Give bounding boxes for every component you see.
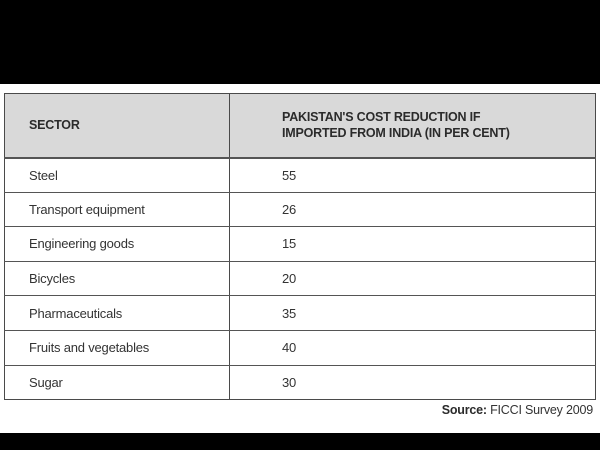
sector-cell: Engineering goods [4, 226, 230, 262]
header-cost-reduction: PAKISTAN'S COST REDUCTION IF IMPORTED FR… [229, 93, 596, 159]
sector-cell: Sugar [29, 374, 63, 390]
top-black-band [0, 0, 600, 84]
value-cell: 40 [229, 330, 596, 366]
header-cost-reduction-line2: IMPORTED FROM INDIA (IN PER CENT) [282, 126, 510, 141]
source-text: FICCI Survey 2009 [486, 403, 593, 417]
source-label: Source: [441, 403, 487, 417]
source-note: Source: FICCI Survey 2009 [441, 403, 594, 417]
table-row: Transport equipment 26 [4, 192, 596, 228]
sector-cell: Transport equipment [4, 192, 230, 228]
cost-reduction-table: SECTOR PAKISTAN'S COST REDUCTION IF IMPO… [4, 93, 596, 401]
header-cost-reduction-line1: PAKISTAN'S COST REDUCTION IF [282, 110, 481, 125]
table-row: Bicycles 20 [4, 261, 596, 297]
value-cell: 20 [229, 261, 596, 297]
value-cell: 55 [229, 157, 596, 193]
sector-cell: Fruits and vegetables [4, 330, 230, 366]
table-row: Pharmaceuticals 35 [4, 295, 596, 331]
value-cell: 26 [229, 192, 596, 228]
bottom-black-band [0, 433, 600, 450]
value-cell: 35 [229, 295, 596, 331]
sector-cell: Bicycles [4, 261, 230, 297]
value-cell: 15 [229, 226, 596, 262]
sector-cell: Steel [4, 157, 230, 193]
header-sector: SECTOR [4, 93, 230, 159]
table-row: Steel 55 [4, 157, 596, 193]
document-page: SECTOR PAKISTAN'S COST REDUCTION IF IMPO… [0, 84, 600, 433]
table-header-row: SECTOR PAKISTAN'S COST REDUCTION IF IMPO… [4, 93, 596, 159]
table-row: Engineering goods 15 [4, 226, 596, 262]
sector-cell: Pharmaceuticals [4, 295, 230, 331]
table-row: Fruits and vegetables 40 [4, 330, 596, 366]
table-row: Sugar 30 [5, 365, 596, 400]
value-cell: 30 [229, 365, 596, 400]
